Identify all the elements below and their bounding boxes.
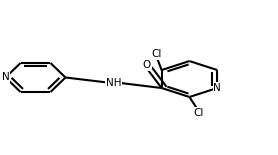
Text: Cl: Cl — [194, 108, 204, 118]
Text: NH: NH — [106, 78, 121, 88]
Text: N: N — [2, 73, 9, 82]
Text: N: N — [214, 83, 221, 93]
Text: Cl: Cl — [152, 49, 162, 59]
Text: O: O — [143, 60, 151, 70]
